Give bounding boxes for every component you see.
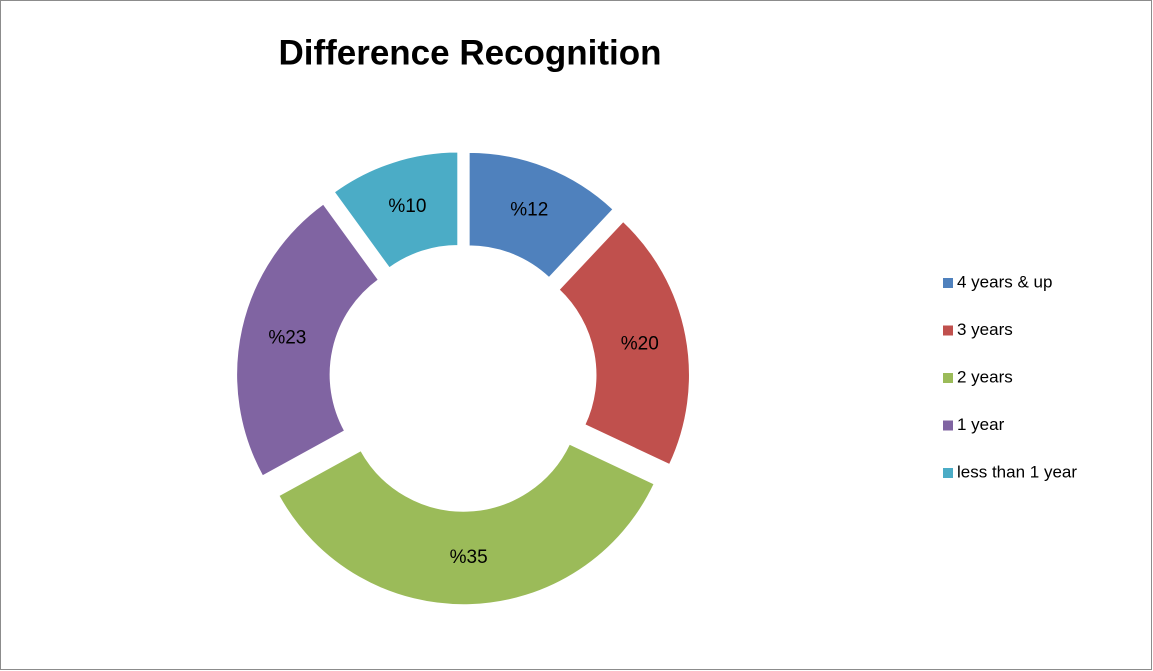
donut-segment <box>277 442 656 606</box>
donut-segment <box>468 151 615 279</box>
donut-segment <box>235 202 380 478</box>
legend-swatch <box>943 420 953 431</box>
donut-segment <box>557 220 691 466</box>
data-label: %10 <box>388 196 426 217</box>
data-label: %20 <box>621 333 659 354</box>
legend-label: less than 1 year <box>957 462 1077 481</box>
legend-label: 3 years <box>957 320 1013 339</box>
legend-label: 1 year <box>957 415 1005 434</box>
legend-swatch <box>943 468 953 478</box>
data-label: %12 <box>510 200 548 221</box>
data-label: %23 <box>268 328 306 349</box>
donut-segment <box>332 151 459 270</box>
chart-title: Difference Recognition <box>278 33 661 72</box>
legend-swatch <box>943 373 953 383</box>
legend-swatch <box>943 325 953 336</box>
legend-label: 2 years <box>957 367 1013 386</box>
legend-label: 4 years & up <box>957 272 1052 291</box>
legend-swatch <box>943 278 953 288</box>
data-label: %35 <box>450 547 488 568</box>
